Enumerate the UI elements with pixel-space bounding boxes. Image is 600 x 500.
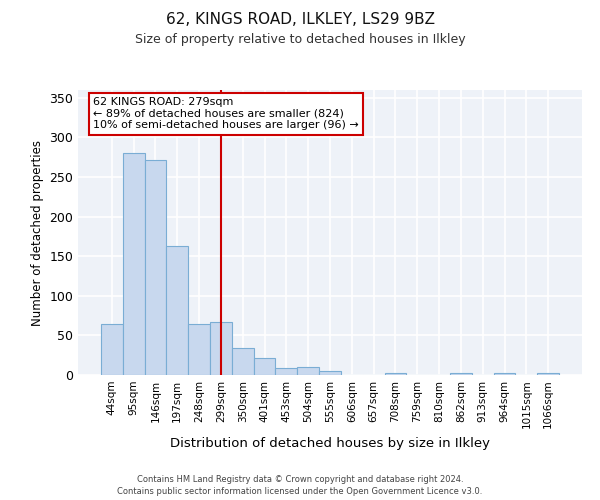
Text: 62 KINGS ROAD: 279sqm
← 89% of detached houses are smaller (824)
10% of semi-det: 62 KINGS ROAD: 279sqm ← 89% of detached … — [93, 97, 359, 130]
Text: 62, KINGS ROAD, ILKLEY, LS29 9BZ: 62, KINGS ROAD, ILKLEY, LS29 9BZ — [166, 12, 434, 28]
Bar — [188, 324, 210, 375]
Bar — [450, 374, 472, 375]
Bar — [254, 358, 275, 375]
Bar — [166, 246, 188, 375]
Bar — [494, 374, 515, 375]
Text: Size of property relative to detached houses in Ilkley: Size of property relative to detached ho… — [134, 32, 466, 46]
Y-axis label: Number of detached properties: Number of detached properties — [31, 140, 44, 326]
Bar — [145, 160, 166, 375]
X-axis label: Distribution of detached houses by size in Ilkley: Distribution of detached houses by size … — [170, 437, 490, 450]
Text: Contains HM Land Registry data © Crown copyright and database right 2024.: Contains HM Land Registry data © Crown c… — [137, 475, 463, 484]
Bar — [275, 368, 297, 375]
Bar — [101, 324, 123, 375]
Bar — [210, 322, 232, 375]
Bar — [385, 374, 406, 375]
Bar — [297, 367, 319, 375]
Bar — [123, 152, 145, 375]
Bar — [232, 348, 254, 375]
Bar — [537, 374, 559, 375]
Bar — [319, 371, 341, 375]
Text: Contains public sector information licensed under the Open Government Licence v3: Contains public sector information licen… — [118, 487, 482, 496]
